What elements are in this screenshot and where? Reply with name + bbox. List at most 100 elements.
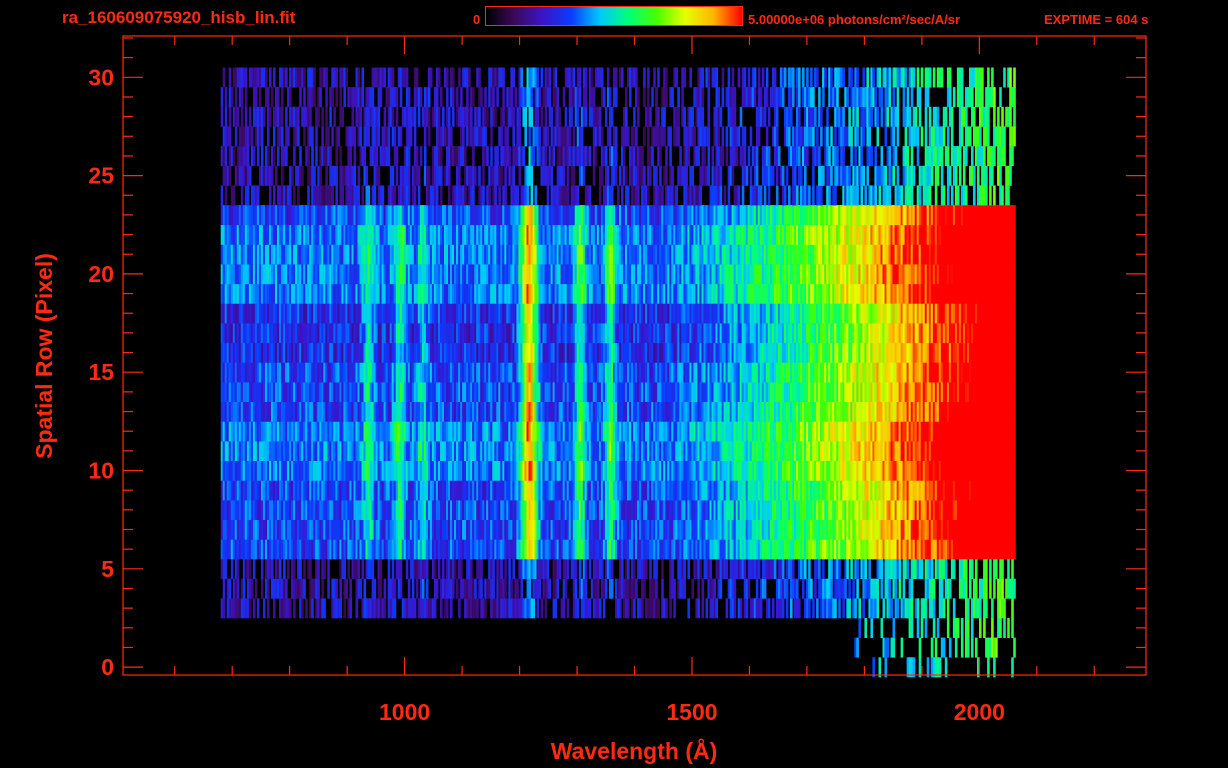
heatmap-cell — [379, 598, 383, 619]
heatmap-cell — [785, 539, 789, 560]
heatmap-cell — [419, 342, 423, 363]
heatmap-cell — [542, 559, 546, 579]
heatmap-cell — [303, 401, 306, 422]
heatmap-cell — [637, 421, 640, 442]
heatmap-cell — [518, 382, 521, 402]
heatmap-cell — [802, 421, 805, 442]
heatmap-cell — [610, 480, 614, 501]
heatmap-cell — [460, 500, 463, 520]
heatmap-cell — [349, 578, 352, 599]
heatmap-cell — [920, 539, 924, 560]
heatmap-cell — [818, 362, 821, 383]
heatmap-cell — [946, 519, 950, 540]
heatmap-cell — [335, 460, 338, 481]
heatmap-cell — [806, 362, 809, 383]
heatmap-cell — [781, 500, 785, 520]
heatmap-cell — [379, 421, 383, 442]
heatmap-cell — [232, 382, 236, 402]
heatmap-cell — [417, 539, 421, 560]
heatmap-cell — [512, 441, 515, 461]
heatmap-cell — [657, 539, 660, 560]
heatmap-cell — [876, 441, 880, 461]
heatmap-cell — [486, 421, 489, 442]
heatmap-cell — [747, 539, 751, 560]
heatmap-cell — [538, 362, 542, 383]
heatmap-cell — [387, 441, 391, 461]
heatmap-cell — [866, 362, 869, 383]
heatmap-cell — [500, 519, 503, 540]
heatmap-cell — [550, 519, 554, 540]
heatmap-cell — [858, 421, 861, 442]
heatmap-cell — [747, 500, 751, 520]
heatmap-cell — [936, 460, 940, 481]
heatmap-cell — [874, 441, 877, 461]
heatmap-cell — [960, 441, 964, 461]
heatmap-cell — [355, 598, 359, 619]
heatmap-cell — [892, 559, 896, 579]
heatmap-cell — [572, 598, 576, 619]
heatmap-cell — [785, 421, 789, 442]
heatmap-cell — [755, 382, 759, 402]
heatmap-cell — [981, 460, 984, 481]
heatmap-cell — [627, 401, 630, 422]
heatmap-cell — [442, 421, 445, 442]
heatmap-cell — [520, 578, 523, 599]
heatmap-cell — [594, 401, 598, 422]
heatmap-cell — [468, 598, 471, 619]
heatmap-cell — [880, 539, 884, 560]
heatmap-cell — [806, 539, 809, 560]
heatmap-cell — [653, 500, 656, 520]
heatmap-cell — [765, 421, 769, 442]
heatmap-cell — [327, 480, 330, 501]
heatmap-cell — [671, 480, 674, 501]
heatmap-cell — [562, 519, 566, 540]
heatmap-cell — [950, 539, 954, 560]
heatmap-cell — [355, 441, 359, 461]
heatmap-cell — [594, 598, 598, 619]
heatmap-cell — [494, 382, 497, 402]
heatmap-cell — [504, 421, 507, 442]
heatmap-cell — [973, 480, 976, 501]
heatmap-cell — [508, 460, 511, 481]
heatmap-cell — [335, 480, 338, 501]
heatmap-cell — [584, 382, 588, 402]
heatmap-cell — [808, 401, 811, 422]
heatmap-cell — [850, 519, 853, 540]
heatmap-cell — [981, 441, 984, 461]
heatmap-cell — [655, 441, 658, 461]
heatmap-cell — [930, 460, 934, 481]
heatmap-cell — [387, 539, 391, 560]
heatmap-cell — [421, 362, 425, 383]
heatmap-cell — [444, 362, 447, 383]
heatmap-cell — [435, 421, 439, 442]
heatmap-cell — [673, 539, 676, 560]
heatmap-cell — [421, 539, 425, 560]
heatmap-cell — [554, 559, 558, 579]
heatmap-cell — [651, 401, 654, 422]
heatmap-cell — [615, 421, 618, 442]
heatmap-cell — [781, 519, 785, 540]
heatmap-cell — [375, 421, 379, 442]
heatmap-cell — [437, 539, 441, 560]
heatmap-cell — [254, 421, 258, 442]
heatmap-cell — [550, 460, 554, 481]
heatmap-cell — [894, 421, 898, 442]
heatmap-cell — [717, 441, 721, 461]
heatmap-cell — [359, 578, 363, 599]
heatmap-cell — [930, 637, 934, 658]
heatmap-cell — [1013, 637, 1016, 658]
heatmap-cell — [369, 401, 373, 422]
heatmap-cell — [293, 519, 296, 540]
heatmap-cell — [236, 382, 240, 402]
heatmap-cell — [916, 598, 920, 619]
heatmap-cell — [711, 598, 715, 619]
heatmap-cell — [655, 578, 658, 599]
heatmap-cell — [723, 500, 727, 520]
heatmap-cell — [967, 637, 970, 658]
heatmap-cell — [242, 362, 246, 383]
heatmap-cell — [880, 618, 884, 638]
heatmap-cell — [892, 441, 896, 461]
heatmap-cell — [717, 578, 721, 599]
heatmap-cell — [488, 578, 491, 599]
heatmap-cell — [671, 421, 674, 442]
